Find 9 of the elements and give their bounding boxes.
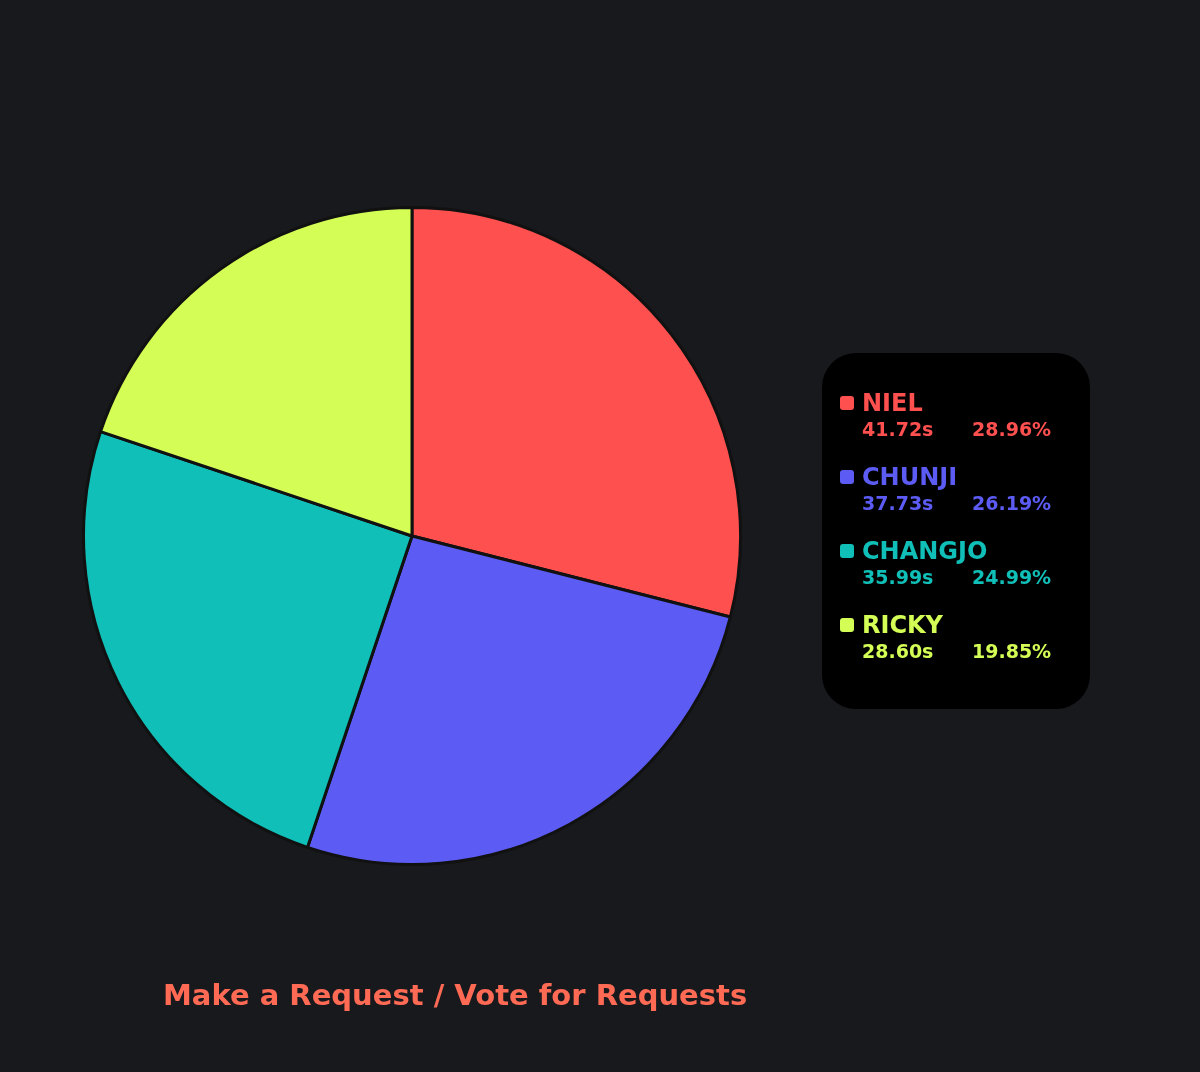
data-label: 41.72s 28.96% (862, 417, 1052, 441)
text: Make a Request / Vote for Requests (163, 978, 748, 1012)
legend-label: RICKY (862, 611, 943, 639)
legend-label: NIEL (862, 389, 923, 417)
data-label: 28.60s 19.85% (862, 639, 1052, 663)
data-label: 37.73s 26.19% (862, 491, 1052, 515)
legend-label: CHUNJI (862, 463, 958, 491)
legend-label: CHANGJO (862, 537, 988, 565)
data-label: 35.99s 24.99% (862, 565, 1052, 589)
